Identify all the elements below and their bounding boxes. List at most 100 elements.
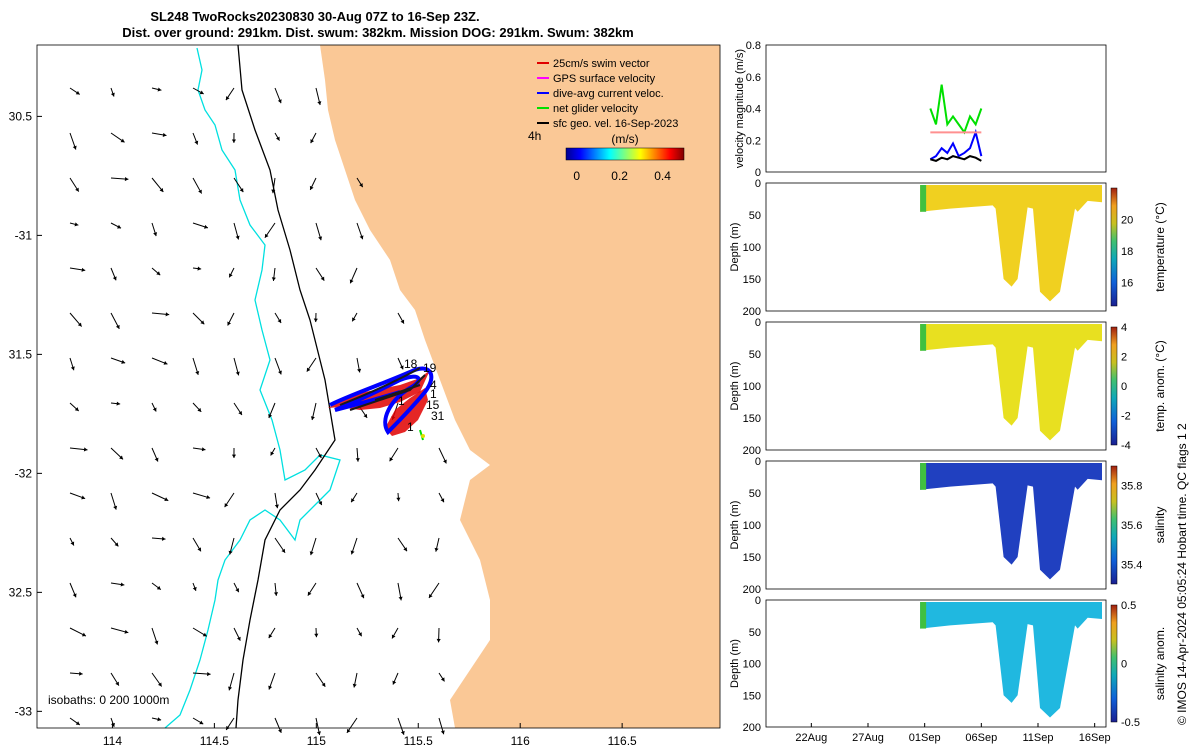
geo-vector-head xyxy=(114,542,119,547)
colorbar-tick: 0 xyxy=(1121,381,1127,393)
geo-vector-head xyxy=(198,189,202,194)
track-label: 19 xyxy=(423,361,437,375)
geo-vector-head xyxy=(200,320,205,325)
geo-vector-head xyxy=(309,185,314,190)
isobath-label: isobaths: 0 200 1000m xyxy=(48,693,169,707)
colorbar-tick: 4 xyxy=(1121,322,1127,334)
geo-vector-head xyxy=(398,596,403,601)
depth-ylabel: Depth (m) xyxy=(729,501,741,550)
geo-vector-head xyxy=(161,536,166,541)
geo-vector-head xyxy=(275,136,280,141)
geo-vector-head xyxy=(192,586,197,591)
velocity-series-1 xyxy=(929,128,983,161)
colorbar-tick: 2 xyxy=(1121,352,1127,364)
lon-tick-label: 115.5 xyxy=(404,734,433,748)
lat-tick-label: -31 xyxy=(15,228,33,242)
glider-position xyxy=(421,434,425,438)
track-label: 4 xyxy=(430,378,437,392)
geo-vector-head xyxy=(436,638,441,643)
time-tick-label: 01Sep xyxy=(909,732,941,744)
geo-vector-head xyxy=(228,550,233,555)
geo-vector-head xyxy=(317,101,322,106)
geo-vector-head xyxy=(400,730,405,735)
geo-vector-head xyxy=(309,551,314,556)
geo-vector-head xyxy=(75,90,80,95)
section-field-2 xyxy=(920,324,1102,441)
velocity-series-0 xyxy=(929,84,983,135)
geo-vector-head xyxy=(318,501,323,506)
colorbar-tick: 0.5 xyxy=(1121,600,1136,612)
geo-vector-head xyxy=(392,680,397,685)
copyright-note: © IMOS 14-Apr-2024 05:05:24 Hobart time.… xyxy=(1175,423,1189,725)
track-label: 1 xyxy=(430,387,437,401)
geo-vector-head xyxy=(165,312,170,317)
colorbar-tick: 18 xyxy=(1121,246,1133,258)
velocity-ytick: 0.2 xyxy=(746,135,761,147)
time-tick-label: 27Aug xyxy=(852,732,884,744)
map-panel: 18 19 4 1 1 15 31 1 25cm/s swim vector GP… xyxy=(9,44,721,748)
geo-vector-head xyxy=(197,266,202,271)
time-tick-label: 11Sep xyxy=(1023,732,1054,744)
colorbar-tick: 35.4 xyxy=(1121,559,1142,571)
geo-vector-head xyxy=(350,550,355,555)
geo-vector-head xyxy=(81,632,86,637)
current-track xyxy=(329,366,434,436)
geo-vector-head xyxy=(271,189,276,194)
lon-tick-label: 116 xyxy=(511,734,530,748)
velocity-axes xyxy=(765,44,1107,173)
track-label: 1 xyxy=(407,420,414,434)
section-colorbar xyxy=(1110,465,1118,585)
time-tick-label: 22Aug xyxy=(795,732,827,744)
colorbar-tick: 20 xyxy=(1121,214,1133,226)
depth-tick: 150 xyxy=(743,690,761,702)
speed-colorbar xyxy=(565,147,685,161)
track-label: 1 xyxy=(398,394,405,408)
geo-vector-head xyxy=(225,96,230,101)
legend-label-net: net glider velocity xyxy=(553,103,638,115)
depth-tick: 150 xyxy=(743,413,761,425)
lon-tick-label: 116.5 xyxy=(608,734,637,748)
legend-label-swim: 25cm/s swim vector xyxy=(553,58,650,70)
geo-vector-head xyxy=(204,224,208,229)
geo-vector-head xyxy=(317,453,322,458)
geo-vector-head xyxy=(320,276,325,281)
map-frame xyxy=(36,44,721,729)
geo-vector-head xyxy=(403,547,407,552)
geo-vector-head xyxy=(197,547,201,552)
geo-vector-head xyxy=(396,497,401,502)
colorbar-label: salinity anom. xyxy=(1153,627,1167,700)
geo-vector-head xyxy=(113,505,118,510)
geo-vector-head xyxy=(358,632,362,637)
depth-tick: 100 xyxy=(743,381,761,393)
depth-tick: 200 xyxy=(743,445,761,457)
geo-vector-head xyxy=(428,593,433,598)
speed-colorbar-tick: 0.2 xyxy=(611,169,628,183)
geo-vector-head xyxy=(117,224,122,229)
depth-tick: 200 xyxy=(743,306,761,318)
depth-tick: 50 xyxy=(749,488,761,500)
geo-vector-head xyxy=(227,321,232,326)
geo-vector-head xyxy=(316,731,321,736)
geo-vector-head xyxy=(70,541,75,546)
depth-tick: 200 xyxy=(743,722,761,734)
geo-vector-head xyxy=(235,371,240,376)
track-labels: 18 19 4 1 1 15 31 1 xyxy=(398,357,445,434)
geo-vector-head xyxy=(268,634,273,639)
section-surface-edge xyxy=(920,463,927,490)
geo-track xyxy=(339,367,426,411)
geo-vector-head xyxy=(72,593,77,598)
geo-vector-head xyxy=(74,222,79,227)
isobath-200m xyxy=(164,47,341,729)
geo-vector-head xyxy=(115,324,120,329)
section-surface-edge xyxy=(920,324,927,351)
lat-tick-label: -33 xyxy=(15,704,33,718)
section-colorbar xyxy=(1110,326,1118,446)
geo-vector-head xyxy=(268,414,273,418)
geo-vector-head xyxy=(278,728,282,733)
depth-tick: 50 xyxy=(749,210,761,222)
colorbar-units: (m/s) xyxy=(611,132,638,146)
geo-vector-head xyxy=(349,279,354,284)
depth-tick: 100 xyxy=(743,242,761,254)
track-label: 15 xyxy=(426,398,440,412)
geo-vector-head xyxy=(443,459,447,464)
